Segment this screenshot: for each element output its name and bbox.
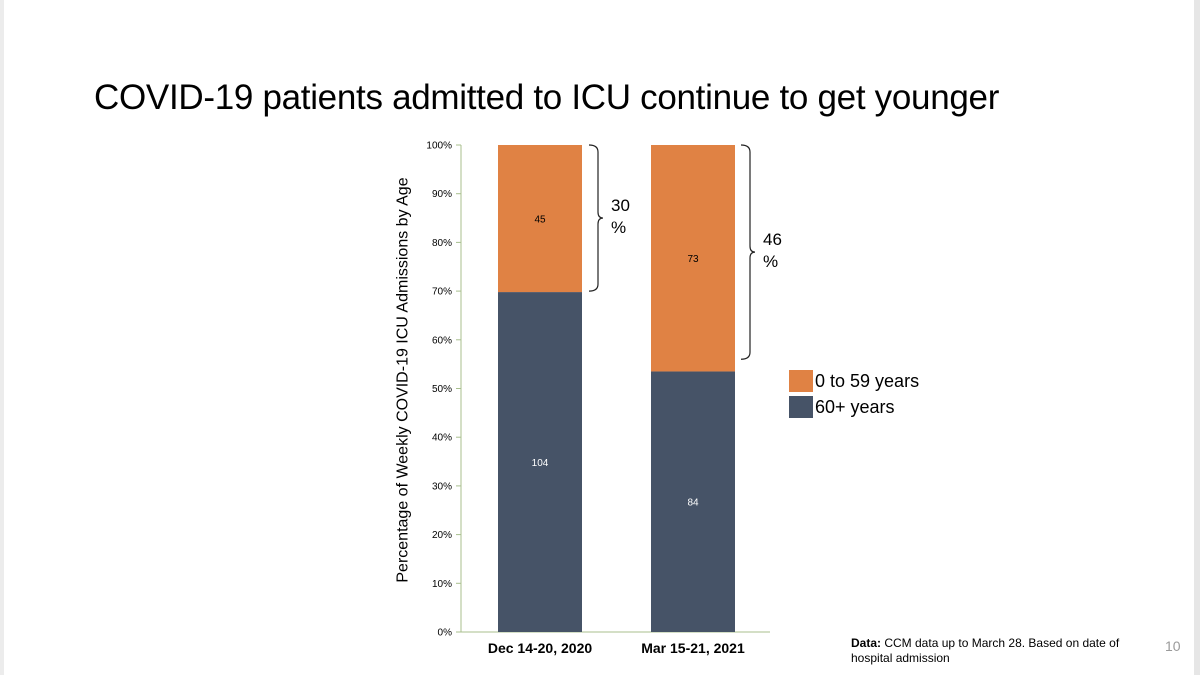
y-tick-label: 20% — [432, 530, 452, 541]
y-axis-label: Percentage of Weekly COVID-19 ICU Admiss… — [394, 177, 412, 583]
bar-value-label-60-plus: 84 — [687, 498, 699, 509]
y-tick-label: 90% — [432, 189, 452, 200]
y-tick-label: 40% — [432, 433, 452, 444]
slide-edge-left — [0, 0, 4, 675]
x-category-label: Dec 14-20, 2020 — [488, 640, 593, 656]
footnote-label: Data: — [851, 636, 882, 650]
legend-label-0-to-59: 0 to 59 years — [815, 370, 920, 391]
footnote-text: CCM data up to March 28. Based on date o… — [851, 636, 1120, 665]
bar-segment-60-plus — [651, 371, 735, 632]
bar-value-label-60-plus: 104 — [532, 458, 549, 469]
page-number: 10 — [1165, 638, 1181, 654]
legend-swatch-0-to-59 — [789, 370, 813, 392]
y-tick-label: 100% — [426, 141, 452, 152]
bar-value-label-0-to-59: 73 — [687, 254, 699, 265]
data-source-footnote: Data: CCM data up to March 28. Based on … — [851, 636, 1161, 666]
x-category-label: Mar 15-21, 2021 — [641, 640, 745, 656]
y-tick-label: 50% — [432, 384, 452, 395]
y-tick-label: 70% — [432, 287, 452, 298]
bracket-annotation — [588, 144, 604, 292]
bar-segment-0-to-59 — [651, 145, 735, 372]
y-tick-label: 0% — [438, 628, 453, 639]
bar-segment-60-plus — [498, 292, 582, 632]
slide-edge-right — [1194, 0, 1200, 675]
bracket-annotation-label: 30% — [611, 196, 630, 237]
chart-legend: 0 to 59 years 60+ years — [789, 368, 919, 420]
bracket-annotation-label: 46% — [763, 230, 782, 271]
legend-item-0-to-59: 0 to 59 years — [789, 368, 919, 394]
y-tick-label: 10% — [432, 579, 452, 590]
bar-segment-0-to-59 — [498, 145, 582, 293]
bar-value-label-0-to-59: 45 — [534, 215, 546, 226]
bracket-annotation — [740, 144, 756, 360]
y-tick-label: 80% — [432, 238, 452, 249]
legend-item-60-plus: 60+ years — [789, 394, 919, 420]
y-tick-label: 30% — [432, 481, 452, 492]
slide-title: COVID-19 patients admitted to ICU contin… — [94, 78, 1000, 117]
y-tick-label: 60% — [432, 335, 452, 346]
legend-label-60-plus: 60+ years — [815, 396, 895, 417]
legend-swatch-60-plus — [789, 396, 813, 418]
